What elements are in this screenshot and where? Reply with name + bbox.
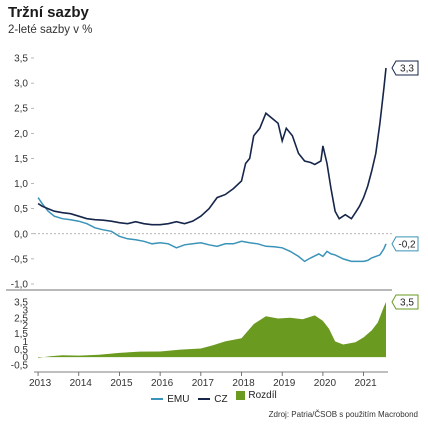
chart-subtitle: 2-leté sazby v % xyxy=(8,24,93,36)
emu-callout-box xyxy=(391,236,419,252)
legend-cz-swatch xyxy=(198,398,211,400)
legend-item-emu: EMU xyxy=(151,394,189,405)
x-tick-label: 2018 xyxy=(232,378,255,389)
legend-emu-swatch xyxy=(151,398,164,400)
x-tick-label: 2013 xyxy=(29,378,52,389)
top-y-tick-label: 3,0 xyxy=(14,79,28,90)
bottom-end-callouts: 3,5 xyxy=(391,294,419,310)
emu-series-line xyxy=(37,197,387,263)
x-tick-label: 2019 xyxy=(273,378,296,389)
x-tick-label: 2014 xyxy=(70,378,93,389)
legend-rozdil-swatch xyxy=(236,391,246,400)
top-y-tick-label: 0,0 xyxy=(14,229,28,240)
legend-item-cz: CZ xyxy=(198,393,228,405)
top-y-tick-label: 1,5 xyxy=(14,154,28,165)
legend-cz-label: CZ xyxy=(214,393,228,405)
bottom-y-tick-label: 0,5 xyxy=(14,345,28,356)
bottom-y-tick-label: 1,5 xyxy=(14,329,28,340)
cz-callout-label: 3,3 xyxy=(400,64,414,75)
x-tick-label: 2020 xyxy=(314,378,337,389)
legend-rozdil-label: Rozdíl xyxy=(248,390,277,401)
bottom-y-tick-label: 1 xyxy=(22,337,28,348)
rozdil-series-area xyxy=(38,302,386,358)
bottom-y-tick-label: 3 xyxy=(22,305,28,316)
rozdil-callout-label: 3,5 xyxy=(400,298,414,309)
chart-title: Tržní sazby xyxy=(8,4,89,21)
bottom-y-tick-label: 2 xyxy=(22,321,28,332)
x-tick-label: 2015 xyxy=(110,378,133,389)
top-y-axis-ticks: 3,5 3,0 2,5 2,0 1,5 1,0 0,5 0,0 -0,5 -1,0 xyxy=(11,54,34,291)
top-y-tick-label: 0,5 xyxy=(14,204,28,215)
bottom-y-tick-label: 3,5 xyxy=(14,298,28,309)
legend-item-rozdil: Rozdíl xyxy=(236,390,277,401)
cz-series-line xyxy=(37,67,387,226)
source-note: Zdroj: Patria/ČSOB s použitím Macrobond xyxy=(268,410,418,419)
top-y-tick-label: -0,5 xyxy=(11,254,29,265)
top-y-tick-label: 3,5 xyxy=(14,54,28,65)
x-tick-label: 2021 xyxy=(354,378,377,389)
rozdil-callout-box xyxy=(391,294,419,310)
top-y-tick-label: -1,0 xyxy=(11,280,29,291)
bottom-y-axis-ticks: 3,532,521,510,50-0,5 xyxy=(11,298,29,372)
x-tick-label: 2017 xyxy=(192,378,215,389)
bottom-y-tick-label: -0,5 xyxy=(11,361,29,372)
chart-legend: EMU CZ Rozdíl xyxy=(0,390,428,405)
cz-callout-box xyxy=(391,60,419,76)
x-axis-ticks: 2013 2014 2015 2016 2017 2018 2019 2020 2021 xyxy=(29,372,377,389)
top-end-callouts: 3,3 -0,2 xyxy=(391,60,419,252)
top-y-tick-label: 1,0 xyxy=(14,179,28,190)
bottom-y-tick-label: 2,5 xyxy=(14,313,28,324)
legend-emu-label: EMU xyxy=(167,393,190,405)
emu-callout-label: -0,2 xyxy=(398,239,416,250)
top-y-tick-label: 2,5 xyxy=(14,104,28,115)
top-y-tick-label: 2,0 xyxy=(14,129,28,140)
x-tick-label: 2016 xyxy=(151,378,174,389)
bottom-y-tick-label: 0 xyxy=(22,353,28,364)
